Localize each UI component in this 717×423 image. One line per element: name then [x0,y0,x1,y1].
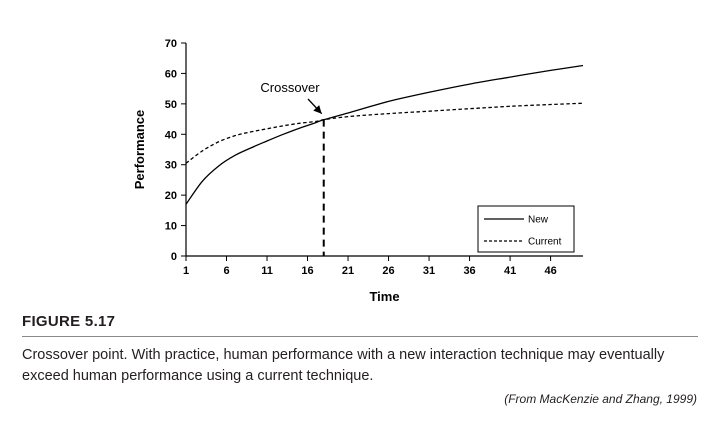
y-tick-label: 20 [165,190,177,202]
legend-label-new: New [528,215,549,226]
figure-divider [22,336,698,337]
x-axis: 1 6 11 16 21 26 31 36 41 46 [183,256,557,277]
figure-source: (From MacKenzie and Zhang, 1999) [504,392,697,406]
y-tick-label: 30 [165,160,177,172]
y-tick-label: 60 [165,68,177,80]
series-line-new [185,64,584,205]
x-tick-label: 1 [183,265,189,277]
x-tick-label: 41 [504,265,516,277]
y-axis: 0 10 20 30 40 50 60 70 [165,38,186,263]
y-axis-title: Performance [132,110,147,189]
x-tick-label: 21 [342,265,354,277]
x-tick-label: 46 [544,265,556,277]
x-tick-label: 36 [463,265,475,277]
legend-box [477,205,575,253]
plot-frame [185,43,583,257]
legend-label-current: Current [528,237,562,248]
series-line-current [185,102,584,164]
series-layer [185,64,584,205]
figure-label: FIGURE 5.17 [22,313,116,330]
x-tick-label: 6 [223,265,229,277]
y-tick-label: 70 [165,38,177,50]
legend: New Current [477,205,575,253]
figure-caption: Crossover point. With practice, human pe… [22,347,665,384]
y-tick-label: 40 [165,129,177,141]
annotation-layer: Crossover [260,80,325,256]
y-tick-label: 0 [171,251,177,263]
crossover-arrowhead [313,105,322,114]
y-tick-label: 50 [165,99,177,111]
crossover-label: Crossover [260,80,320,95]
x-tick-label: 26 [382,265,394,277]
y-tick-label: 10 [165,221,177,233]
x-tick-label: 11 [261,265,273,277]
x-axis-title: Time [369,289,399,304]
x-tick-label: 16 [301,265,313,277]
x-tick-label: 31 [423,265,435,277]
